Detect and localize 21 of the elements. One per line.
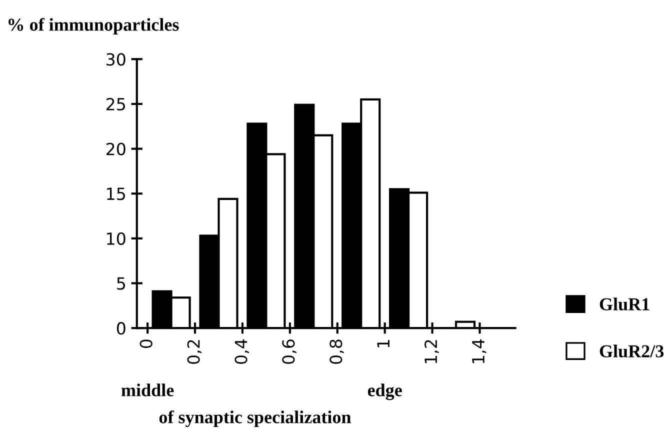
- x-tick-label: 0,8: [330, 340, 344, 364]
- text: edge: [368, 384, 402, 400]
- x-tick-label: 1: [377, 340, 390, 348]
- x-tick-label: 1,4: [472, 339, 486, 364]
- x-axis-title: of synaptic specialization: [159, 410, 352, 428]
- x-tick-label: 0,4: [234, 339, 250, 364]
- x-tick-label: 0,6: [282, 340, 296, 364]
- y-tick-label: 15: [107, 188, 126, 200]
- y-tick-label: 25: [106, 98, 126, 111]
- x-tick-label: 0: [140, 340, 152, 348]
- legend-label: GluR2/3: [600, 344, 664, 358]
- y-tick-label: 20: [106, 142, 126, 156]
- legend-label: GluR1: [600, 298, 650, 310]
- y-tick-label: 0: [116, 322, 126, 335]
- y-tick-label: 5: [117, 277, 126, 290]
- y-axis-title: % of immunoparticles: [8, 18, 179, 35]
- y-tick-label: 30: [106, 53, 126, 66]
- y-tick-label: 10: [107, 232, 126, 245]
- x-tick-label: 0,2: [187, 340, 202, 364]
- text: middle: [121, 384, 174, 396]
- x-tick-label: 1,2: [424, 340, 439, 364]
